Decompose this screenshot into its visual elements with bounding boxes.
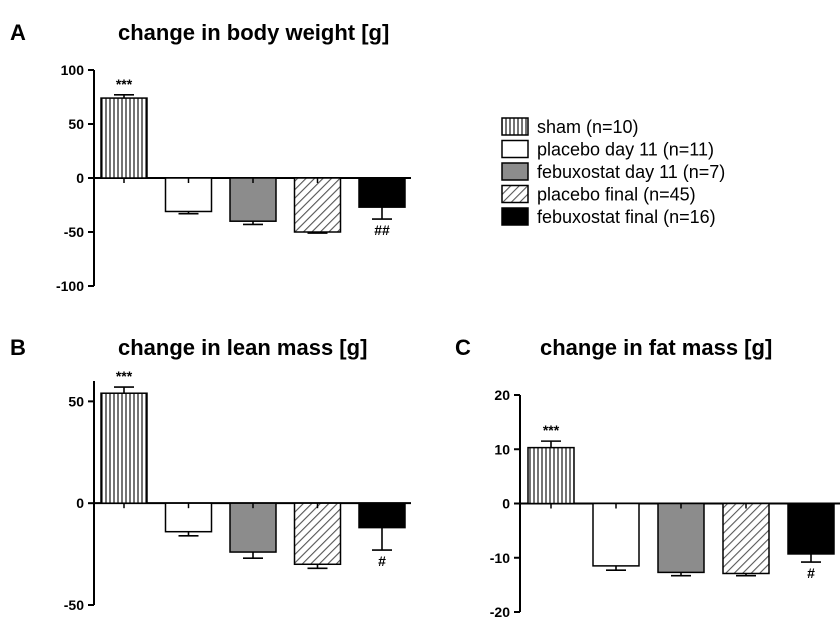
bar [788,504,834,554]
legend-swatch [502,141,528,158]
legend-label: febuxostat final (n=16) [537,207,716,227]
bar [658,504,704,573]
y-tick-label: 10 [494,441,510,457]
y-tick-label: -100 [56,278,84,294]
significance-label: # [807,565,815,581]
panel-c-chart: 20 10 0 -10 -20 *** # [490,387,840,619]
panel-a-title: change in body weight [g] [118,20,389,45]
panel-c-title: change in fat mass [g] [540,335,772,360]
panel-c: C change in fat mass [g] 20 10 0 -10 -20 *** # [455,335,840,619]
y-tick-label: 0 [76,495,84,511]
y-tick-label: -20 [490,604,510,619]
bar [723,504,769,574]
bar [230,178,276,221]
y-tick-label: -50 [64,224,84,240]
legend-swatch [502,118,528,135]
legend: sham (n=10)placebo day 11 (n=11)febuxost… [502,117,725,227]
y-tick-label: -50 [64,597,84,613]
significance-label: *** [116,76,133,92]
panel-b: B change in lean mass [g] 50 0 -50 *** # [10,335,411,613]
bar [295,503,341,564]
y-tick-label: 20 [494,387,510,403]
legend-label: placebo final (n=45) [537,185,696,205]
panel-a: A change in body weight [g] 100 50 0 -50 -10… [10,20,411,294]
panel-letter-a: A [10,20,26,45]
bar [230,503,276,552]
legend-label: sham (n=10) [537,117,639,137]
bar [101,393,147,503]
panel-letter-b: B [10,335,26,360]
panel-b-chart: 50 0 -50 *** # [64,368,411,613]
y-tick-label: 0 [502,496,510,512]
legend-swatch [502,208,528,225]
bar [295,178,341,232]
significance-label: *** [543,422,560,438]
y-tick-label: 0 [76,170,84,186]
bar [101,98,147,178]
legend-swatch [502,186,528,203]
significance-label: ## [374,222,390,238]
significance-label: *** [116,368,133,384]
y-tick-label: 50 [68,393,84,409]
legend-swatch [502,163,528,180]
panel-a-chart: 100 50 0 -50 -100 *** ## [56,62,411,294]
bar [528,448,574,504]
y-tick-label: 50 [68,116,84,132]
y-tick-label: -10 [490,550,510,566]
y-tick-label: 100 [61,62,85,78]
legend-label: placebo day 11 (n=11) [537,140,714,160]
panel-letter-c: C [455,335,471,360]
bar [166,178,212,211]
legend-label: febuxostat day 11 (n=7) [537,162,725,182]
panel-b-title: change in lean mass [g] [118,335,367,360]
bar [593,504,639,566]
significance-label: # [378,553,386,569]
